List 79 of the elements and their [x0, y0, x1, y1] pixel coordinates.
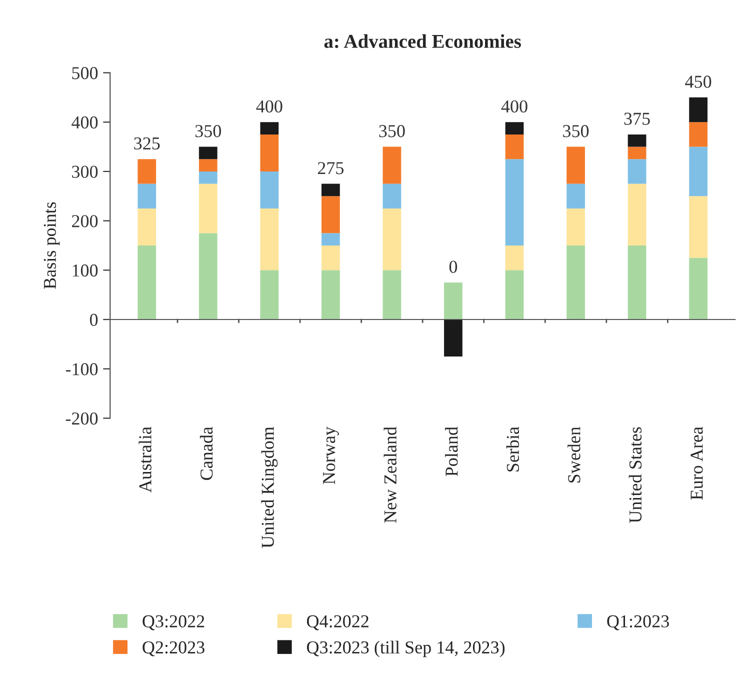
x-tick-label: United States: [628, 427, 642, 523]
bar: [138, 208, 156, 246]
bar: [260, 270, 279, 320]
bar: [382, 208, 402, 270]
x-tick-label: Euro Area: [690, 426, 703, 500]
y-tick-label: 200: [72, 215, 98, 228]
total-label: 400: [256, 100, 282, 113]
legend-label: Q3:2023 (till Sep 14, 2023): [306, 640, 505, 658]
bar: [444, 282, 462, 320]
bar: [260, 171, 279, 208]
bar: [628, 146, 646, 160]
bar: [566, 208, 585, 246]
bar: [138, 245, 156, 320]
bar: [505, 159, 524, 246]
y-tick-label: 300: [72, 166, 98, 178]
x-tick-label: United Kingdom: [261, 426, 278, 548]
bar: [628, 159, 646, 184]
total-label: 350: [563, 125, 589, 138]
legend-label: Q1:2023: [607, 615, 669, 630]
bar: [321, 233, 340, 246]
bar: [382, 270, 402, 320]
total-label: 450: [685, 76, 712, 88]
bar: [566, 245, 585, 320]
x-tick-label: Australia: [138, 426, 152, 493]
x-tick-label: New Zealand: [384, 426, 396, 523]
y-tick-label: -100: [66, 363, 98, 376]
bar: [505, 245, 524, 270]
bar: [689, 122, 708, 147]
total-label: 350: [379, 125, 405, 138]
x-tick-label: Sweden: [568, 426, 580, 482]
bar: [689, 97, 708, 122]
bar: [382, 184, 402, 208]
bar: [260, 122, 279, 134]
bar: [566, 184, 585, 208]
x-tick-label: Poland: [445, 426, 458, 476]
y-tick-label: 500: [72, 67, 98, 80]
legend-label: Q3:2022: [142, 615, 204, 630]
bar: [198, 159, 218, 172]
bar: [138, 184, 156, 208]
total-label: 325: [134, 137, 160, 150]
bar: [628, 245, 646, 320]
y-tick-label: 400: [72, 116, 98, 129]
bar: [382, 146, 402, 184]
bar: [321, 270, 340, 320]
bar: [566, 146, 585, 184]
y-tick-label: 0: [90, 314, 98, 326]
x-tick-label: Serbia: [506, 426, 520, 472]
bar: [628, 134, 646, 147]
bar: [260, 134, 279, 172]
y-axis-title: Basis points: [44, 202, 60, 289]
total-label: 275: [318, 162, 344, 174]
x-tick-label: Canada: [200, 426, 213, 480]
bar: [198, 146, 218, 160]
chart-title: a: Advanced Economies: [324, 34, 521, 48]
bar: [138, 159, 156, 184]
bar: [689, 146, 708, 196]
y-tick-label: -200: [66, 412, 98, 425]
bar: [321, 245, 340, 270]
bar: [198, 171, 218, 184]
bar: [198, 233, 218, 320]
bar: [628, 184, 646, 246]
total-label: 400: [501, 100, 528, 113]
bar: [505, 270, 524, 320]
y-tick-label: 100: [72, 264, 98, 277]
bar: [198, 184, 218, 234]
bar: [321, 196, 340, 234]
legend-label: Q2:2023: [142, 641, 204, 656]
total-label: 375: [624, 112, 650, 125]
total-label: 0: [449, 260, 458, 273]
bar: [689, 196, 708, 258]
bar: [689, 258, 708, 320]
total-label: 350: [195, 125, 221, 138]
bar: [260, 208, 279, 270]
legend-label: Q4:2022: [306, 615, 368, 630]
x-tick-label: Norway: [323, 426, 339, 484]
bar: [505, 122, 524, 134]
bar: [505, 134, 524, 160]
bar: [321, 184, 340, 196]
bar: [444, 320, 462, 357]
